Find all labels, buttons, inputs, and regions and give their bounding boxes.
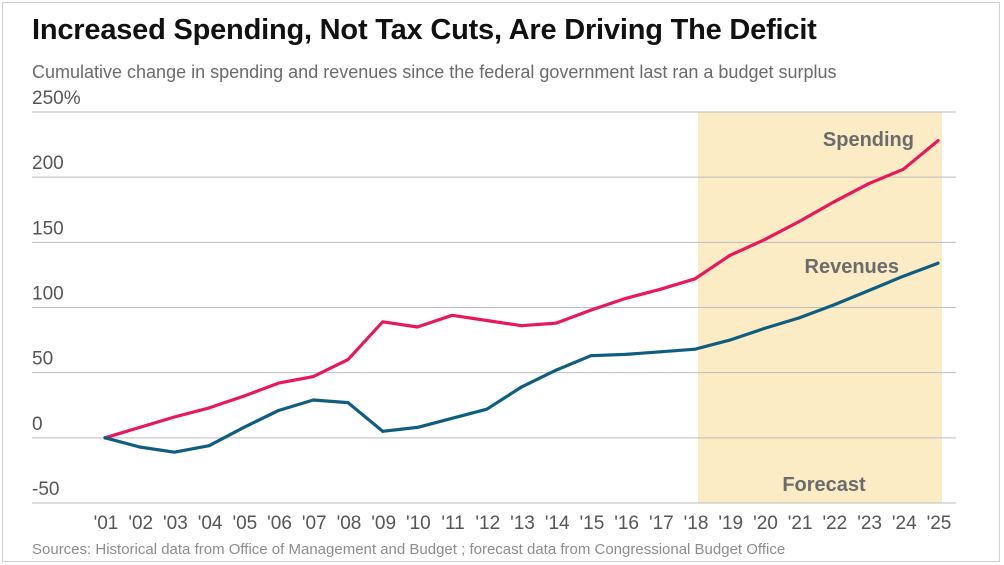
x-tick-label: '25	[927, 513, 952, 534]
revenues-point	[485, 408, 488, 411]
spending-point	[902, 168, 905, 171]
revenues-point	[138, 445, 141, 448]
x-tick-label: '21	[788, 513, 813, 534]
spending-point	[659, 288, 662, 291]
revenues-point	[589, 354, 592, 357]
spending-point	[451, 314, 454, 317]
spending-point	[937, 139, 940, 142]
x-tick-label: '18	[684, 513, 709, 534]
revenues-point	[798, 316, 801, 319]
revenues-point	[694, 348, 697, 351]
revenues-point	[277, 409, 280, 412]
y-tick-label: 0	[32, 414, 43, 435]
source-note: Sources: Historical data from Office of …	[32, 541, 785, 558]
spending-point	[277, 382, 280, 385]
x-tick-label: '17	[649, 513, 674, 534]
revenues-point	[555, 369, 558, 372]
revenues-point	[867, 289, 870, 292]
revenues-point	[242, 426, 245, 429]
y-tick-label: -50	[32, 479, 59, 500]
spending-point	[867, 182, 870, 185]
revenues-point	[902, 275, 905, 278]
y-tick-label: 150	[32, 218, 64, 239]
revenues-point	[763, 327, 766, 330]
x-tick-label: '16	[614, 513, 639, 534]
spending-point	[208, 406, 211, 409]
x-tick-label: '23	[857, 513, 882, 534]
spending-point	[242, 395, 245, 398]
revenues-series-label: Revenues	[805, 256, 900, 278]
spending-point	[694, 277, 697, 280]
revenues-point	[416, 426, 419, 429]
revenues-point	[832, 303, 835, 306]
x-tick-label: '05	[232, 513, 257, 534]
spending-point	[798, 220, 801, 223]
x-tick-label: '19	[718, 513, 743, 534]
x-tick-label: '12	[475, 513, 500, 534]
revenues-point	[173, 451, 176, 454]
x-tick-label: '22	[822, 513, 847, 534]
forecast-label: Forecast	[782, 474, 866, 496]
spending-point	[312, 375, 315, 378]
line-chart: Forecast -50050100150200250% '01'02'03'0…	[0, 0, 1004, 565]
spending-point	[763, 238, 766, 241]
x-tick-label: '20	[753, 513, 778, 534]
spending-point	[416, 326, 419, 329]
x-tick-label: '04	[198, 513, 223, 534]
x-tick-label: '15	[580, 513, 605, 534]
spending-point	[555, 322, 558, 325]
x-tick-label: '07	[302, 513, 327, 534]
x-tick-label: '06	[267, 513, 292, 534]
x-tick-label: '01	[94, 513, 119, 534]
y-tick-label: 50	[32, 349, 53, 370]
spending-point	[485, 319, 488, 322]
revenues-point	[520, 386, 523, 389]
x-tick-label: '08	[337, 513, 362, 534]
revenues-point	[208, 444, 211, 447]
revenues-point	[346, 401, 349, 404]
y-tick-label: 200	[32, 153, 64, 174]
x-tick-label: '10	[406, 513, 431, 534]
x-tick-label: '09	[371, 513, 396, 534]
revenues-point	[728, 339, 731, 342]
x-tick-label: '13	[510, 513, 535, 534]
spending-point	[173, 415, 176, 418]
revenues-point	[624, 353, 627, 356]
spending-point	[346, 358, 349, 361]
revenues-point	[381, 430, 384, 433]
revenues-point	[659, 350, 662, 353]
spending-point	[520, 324, 523, 327]
spending-point	[624, 297, 627, 300]
revenues-point	[451, 417, 454, 420]
x-tick-label: '24	[892, 513, 917, 534]
spending-point	[589, 309, 592, 312]
revenues-point	[937, 262, 940, 265]
spending-series-label: Spending	[823, 129, 914, 151]
x-tick-label: '02	[128, 513, 153, 534]
spending-point	[832, 200, 835, 203]
x-tick-label: '03	[163, 513, 188, 534]
spending-point	[138, 426, 141, 429]
spending-point	[381, 320, 384, 323]
x-tick-label: '14	[545, 513, 570, 534]
revenues-point	[104, 436, 107, 439]
revenues-point	[312, 399, 315, 402]
x-tick-label: '11	[441, 513, 464, 534]
y-tick-label: 250%	[32, 88, 81, 109]
y-tick-label: 100	[32, 284, 64, 305]
x-axis-ticks: '01 '02 '03 '04 '05 '06 '07 '08 '09 '10 '11 '12 '13 '…	[94, 513, 952, 534]
spending-point	[728, 254, 731, 257]
